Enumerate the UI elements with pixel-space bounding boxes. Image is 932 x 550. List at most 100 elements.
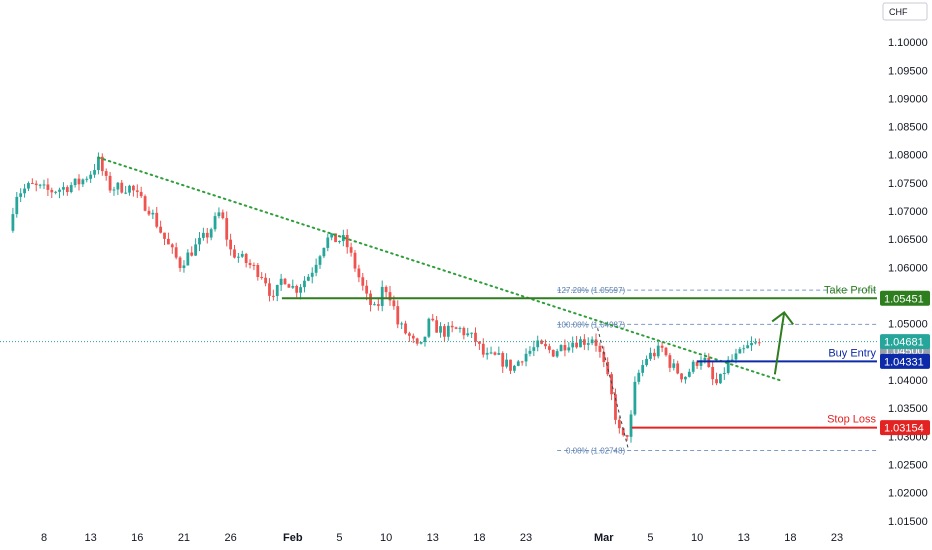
candle-body — [470, 332, 474, 334]
fib-level-label: 127.20% (1.05597) — [557, 286, 625, 295]
candle-body — [170, 244, 174, 248]
candle-body — [415, 338, 419, 344]
candle-body — [167, 238, 170, 245]
candle-body — [637, 372, 641, 382]
candle-body — [512, 365, 516, 371]
x-tick-label: Feb — [283, 532, 303, 544]
candle-body — [423, 336, 427, 342]
candle-body — [742, 348, 746, 350]
x-tick-label: 26 — [224, 532, 236, 544]
candle-body — [143, 196, 147, 211]
candle-body — [446, 325, 450, 337]
candle-body — [268, 283, 271, 296]
candle-body — [100, 156, 104, 172]
candle-body — [27, 183, 30, 189]
candle-body — [345, 234, 349, 248]
candle-body — [135, 190, 139, 192]
candle-body — [606, 361, 610, 375]
candle-body — [703, 357, 707, 361]
candle-body — [326, 237, 330, 248]
candle-body — [719, 373, 722, 384]
candle-body — [271, 295, 275, 297]
candle-body — [567, 347, 571, 351]
candle-body — [65, 187, 69, 193]
candle-body — [431, 318, 435, 321]
candle-body — [602, 351, 606, 362]
candle-body — [516, 361, 520, 366]
candle-body — [198, 237, 201, 245]
candle-body — [427, 318, 431, 337]
x-tick-label: 23 — [520, 532, 532, 544]
candle-body — [707, 357, 711, 368]
candle-body — [275, 284, 279, 297]
candle-body — [610, 374, 613, 395]
y-tick-label: 1.01500 — [888, 516, 928, 528]
candle-body — [291, 285, 295, 288]
candle-body — [738, 349, 742, 354]
candle-body — [124, 192, 128, 194]
candle-body — [201, 232, 205, 238]
candle-body — [493, 352, 497, 355]
candle-body — [132, 185, 135, 191]
candle-body — [233, 249, 236, 258]
candle-body — [501, 353, 505, 367]
candle-body — [388, 292, 392, 301]
take-profit-label: Take Profit — [824, 284, 876, 296]
currency-box[interactable] — [882, 2, 928, 21]
candle-body — [544, 343, 547, 347]
x-tick-label: 13 — [85, 532, 97, 544]
y-tick-label: 1.10000 — [888, 37, 928, 49]
candle-body — [182, 265, 186, 268]
candle-body — [89, 174, 93, 179]
candle-body — [174, 247, 178, 258]
candle-body — [116, 182, 120, 190]
y-tick-label: 1.07500 — [888, 178, 928, 190]
candle-body — [318, 256, 322, 265]
candle-body — [571, 342, 575, 348]
candle-body — [466, 333, 470, 336]
y-tick-label: 1.08000 — [888, 150, 928, 162]
candle-body — [691, 361, 695, 372]
candle-body — [730, 359, 734, 361]
downtrend-line[interactable] — [97, 156, 784, 383]
candle-body — [563, 345, 567, 351]
stop-loss-tag-text: 1.03154 — [884, 423, 924, 435]
price-axis[interactable]: CHF 1.10000 1.09500 1.09000 1.08500 1.08000 1… — [882, 2, 928, 528]
candle-body — [722, 373, 726, 375]
candle-body — [58, 189, 61, 192]
candle-body — [400, 323, 404, 325]
x-tick-label: 23 — [831, 532, 843, 544]
candle-body — [649, 352, 652, 359]
candle-body — [248, 262, 252, 265]
candle-body — [540, 340, 543, 344]
candle-body — [23, 188, 26, 194]
time-axis[interactable]: 8 13 16 21 26 Feb 5 10 13 18 23 Mar 5 10 13 18 23 — [41, 532, 843, 544]
candle-body — [668, 355, 672, 368]
candle-body — [252, 264, 256, 266]
buy-entry-label: Buy Entry — [828, 347, 876, 359]
fib-level-label: 100.00% (1.04987) — [557, 320, 625, 329]
candle-body — [629, 414, 633, 437]
candlestick-series — [11, 152, 761, 443]
candle-body — [93, 170, 96, 175]
stop-loss-label: Stop Loss — [827, 414, 876, 426]
y-tick-label: 1.02000 — [888, 488, 928, 500]
candle-body — [236, 256, 240, 258]
candle-body — [439, 326, 442, 333]
candle-body — [361, 277, 365, 286]
candle-body — [652, 352, 656, 357]
candle-body — [42, 184, 46, 186]
x-tick-label: 5 — [336, 532, 342, 544]
candle-body — [19, 193, 23, 197]
candle-body — [62, 187, 65, 190]
candle-body — [376, 304, 380, 306]
candle-body — [194, 244, 198, 256]
candle-body — [365, 285, 369, 294]
candle-body — [240, 253, 244, 257]
candle-body — [559, 345, 563, 352]
y-tick-label: 1.04000 — [888, 375, 928, 387]
candle-body — [299, 287, 302, 293]
candle-body — [190, 252, 194, 256]
